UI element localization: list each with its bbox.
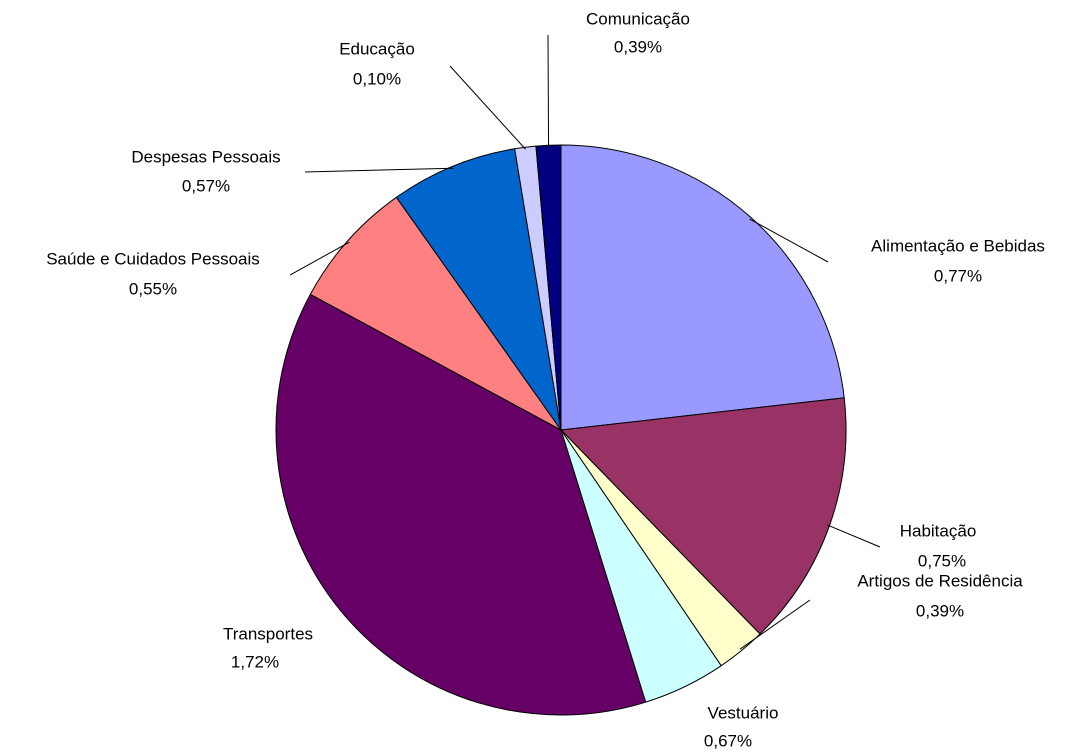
- leader-line: [289, 241, 350, 276]
- pie-slice: [275, 293, 647, 716]
- leader-line: [304, 167, 454, 173]
- leader-line: [449, 65, 526, 150]
- slice-rate: 0,10%: [353, 69, 401, 88]
- leader-line: [739, 599, 811, 650]
- slice-rate: 1,72%: [231, 652, 279, 671]
- slice-label: Vestuário: [708, 703, 779, 722]
- slice-rate: 0,39%: [916, 601, 964, 620]
- leader-line: [827, 524, 881, 548]
- leader-line: [749, 218, 829, 263]
- slice-rate: 0,57%: [182, 176, 230, 195]
- slice-rate: 0,75%: [918, 551, 966, 570]
- slice-label: Habitação: [900, 521, 977, 540]
- slice-label: Transportes: [223, 624, 313, 643]
- slice-rate: 0,55%: [129, 279, 177, 298]
- slice-label: Comunicação: [586, 9, 690, 28]
- slice-label: Saúde e Cuidados Pessoais: [46, 249, 260, 268]
- pie-slice: [309, 196, 562, 431]
- leader-line: [547, 34, 550, 148]
- slice-label: Educação: [339, 39, 415, 58]
- slice-rate: 0,67%: [704, 731, 752, 750]
- pie-slice: [395, 148, 562, 431]
- slice-rate: 0,39%: [614, 37, 662, 56]
- pie-slice: [560, 144, 845, 431]
- slice-label: Artigos de Residência: [857, 571, 1023, 590]
- slice-label: Alimentação e Bebidas: [871, 236, 1045, 255]
- slice-rate: 0,77%: [934, 266, 982, 285]
- slice-label: Despesas Pessoais: [131, 147, 280, 166]
